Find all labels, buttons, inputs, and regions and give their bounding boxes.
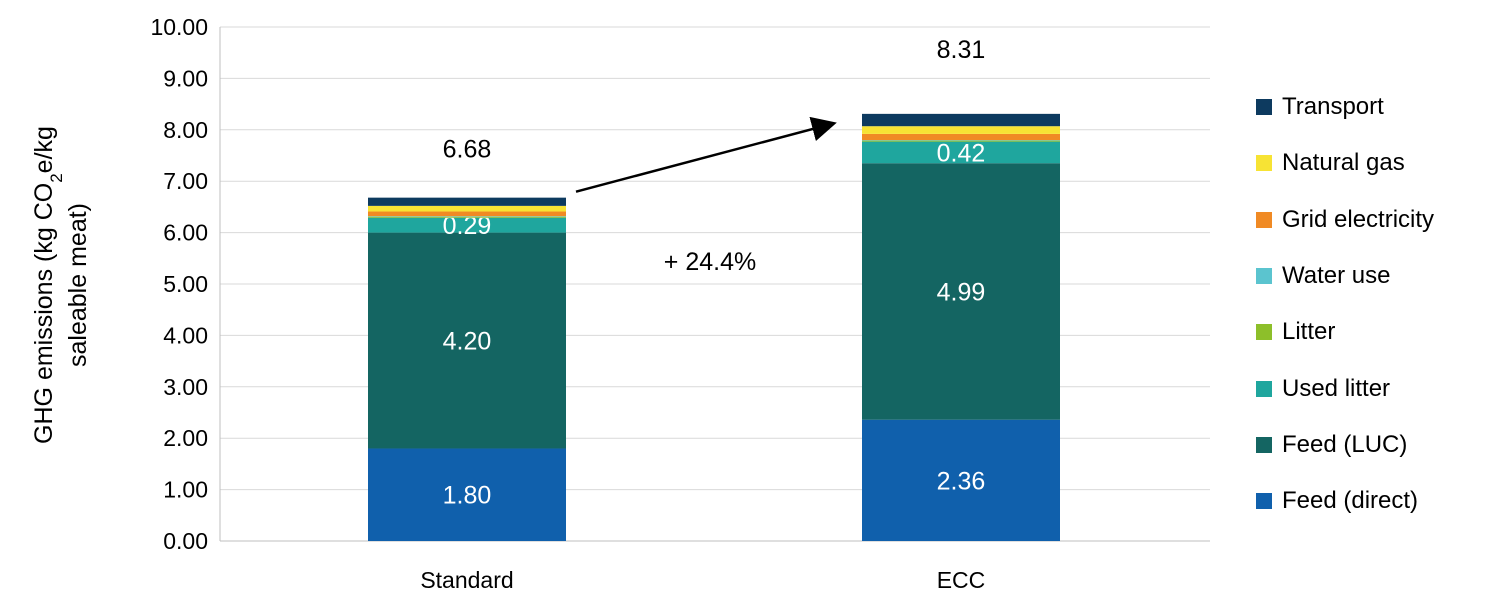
legend-label: Feed (direct) bbox=[1282, 487, 1419, 515]
bar-segment-water-use bbox=[862, 140, 1060, 141]
y-tick-label: 10.00 bbox=[150, 14, 208, 40]
legend-label: Natural gas bbox=[1282, 149, 1405, 177]
y-axis-label-part1: GHG emissions (kg CO bbox=[30, 183, 58, 444]
legend-item: Water use bbox=[1256, 261, 1390, 291]
bars: 1.804.200.292.364.990.42 bbox=[368, 113, 1060, 541]
y-axis-label: GHG emissions (kg CO2e/kg saleable meat) bbox=[30, 126, 92, 444]
bar-segment-feed-direct bbox=[368, 448, 566, 541]
x-category-label: Standard bbox=[420, 567, 513, 593]
bar-segment-transport bbox=[862, 113, 1060, 127]
svg-text:GHG emissions (kg CO2e/kg: GHG emissions (kg CO2e/kg bbox=[30, 126, 66, 444]
legend-label: Litter bbox=[1282, 318, 1336, 346]
bar-segment-used-litter bbox=[368, 217, 566, 233]
legend-swatch bbox=[1256, 380, 1272, 397]
legend-swatch bbox=[1256, 155, 1272, 172]
bar-segment-water-use bbox=[368, 216, 566, 217]
increase-annotation: + 24.4% bbox=[664, 248, 756, 276]
legend-label: Feed (LUC) bbox=[1282, 430, 1408, 458]
legend-swatch bbox=[1256, 99, 1272, 115]
y-tick-label: 4.00 bbox=[163, 322, 208, 348]
y-tick-label: 1.00 bbox=[163, 477, 208, 503]
legend-label: Used litter bbox=[1282, 374, 1391, 402]
bar-segment-grid-electricity bbox=[862, 133, 1060, 141]
bar-segment-feed-luc bbox=[368, 232, 566, 449]
legend-item: Feed (LUC) bbox=[1256, 430, 1407, 460]
y-axis-ticks: 0.00 1.00 2.00 3.00 4.00 5.00 6.00 7.00 8.00 9.00… bbox=[150, 14, 208, 554]
y-tick-label: 5.00 bbox=[163, 271, 208, 297]
legend-swatch bbox=[1256, 493, 1272, 510]
data-label: 1.80 bbox=[443, 482, 492, 510]
y-tick-label: 7.00 bbox=[163, 168, 208, 194]
bar-segment-feed-luc bbox=[862, 163, 1060, 420]
y-axis-label-sub: 2 bbox=[47, 173, 66, 182]
legend-item: Grid electricity bbox=[1256, 205, 1434, 235]
y-axis-label-line2: saleable meat) bbox=[64, 203, 92, 367]
legend-item: Litter bbox=[1256, 317, 1335, 347]
legend-item: Natural gas bbox=[1256, 148, 1405, 178]
data-label: 4.20 bbox=[443, 328, 492, 356]
bar-segment-used-litter bbox=[862, 141, 1060, 164]
bar-segment-litter bbox=[862, 140, 1060, 142]
bar-total-label: 8.31 bbox=[937, 36, 986, 64]
y-tick-label: 9.00 bbox=[163, 65, 208, 91]
y-tick-label: 0.00 bbox=[163, 528, 208, 554]
legend-swatch bbox=[1256, 324, 1272, 341]
increase-arrow bbox=[575, 116, 837, 193]
bar-totals: 6.68 8.31 bbox=[443, 36, 986, 164]
legend-swatch bbox=[1256, 211, 1272, 228]
legend-item: Feed (direct) bbox=[1256, 486, 1418, 516]
legend-label: Water use bbox=[1282, 261, 1391, 289]
y-tick-label: 6.00 bbox=[163, 220, 208, 246]
bar-total-label: 6.68 bbox=[443, 136, 492, 164]
y-tick-label: 3.00 bbox=[163, 374, 208, 400]
data-label: 2.36 bbox=[937, 467, 986, 495]
category-labels: Standard ECC bbox=[420, 567, 985, 593]
bar-segment-transport bbox=[368, 197, 566, 206]
bar-segment-grid-electricity bbox=[368, 211, 566, 217]
bar-segment-litter bbox=[368, 216, 566, 218]
y-axis-label-part2: e/kg bbox=[30, 126, 58, 173]
arrow-line bbox=[575, 116, 837, 193]
data-label: 4.99 bbox=[937, 278, 986, 306]
legend-swatch bbox=[1256, 436, 1272, 453]
bar-segment-natural-gas bbox=[862, 126, 1060, 134]
x-category-label: ECC bbox=[937, 567, 986, 593]
bar-segment-natural-gas bbox=[368, 205, 566, 212]
bar-segment-feed-direct bbox=[862, 419, 1060, 541]
y-tick-label: 8.00 bbox=[163, 117, 208, 143]
legend-item: Used litter bbox=[1256, 374, 1390, 404]
data-label: 0.42 bbox=[937, 139, 986, 167]
legend-label: Grid electricity bbox=[1282, 205, 1435, 233]
y-tick-label: 2.00 bbox=[163, 425, 208, 451]
legend-swatch bbox=[1256, 267, 1272, 284]
legend-item: Transport bbox=[1256, 92, 1384, 122]
legend-label: Transport bbox=[1282, 93, 1384, 120]
